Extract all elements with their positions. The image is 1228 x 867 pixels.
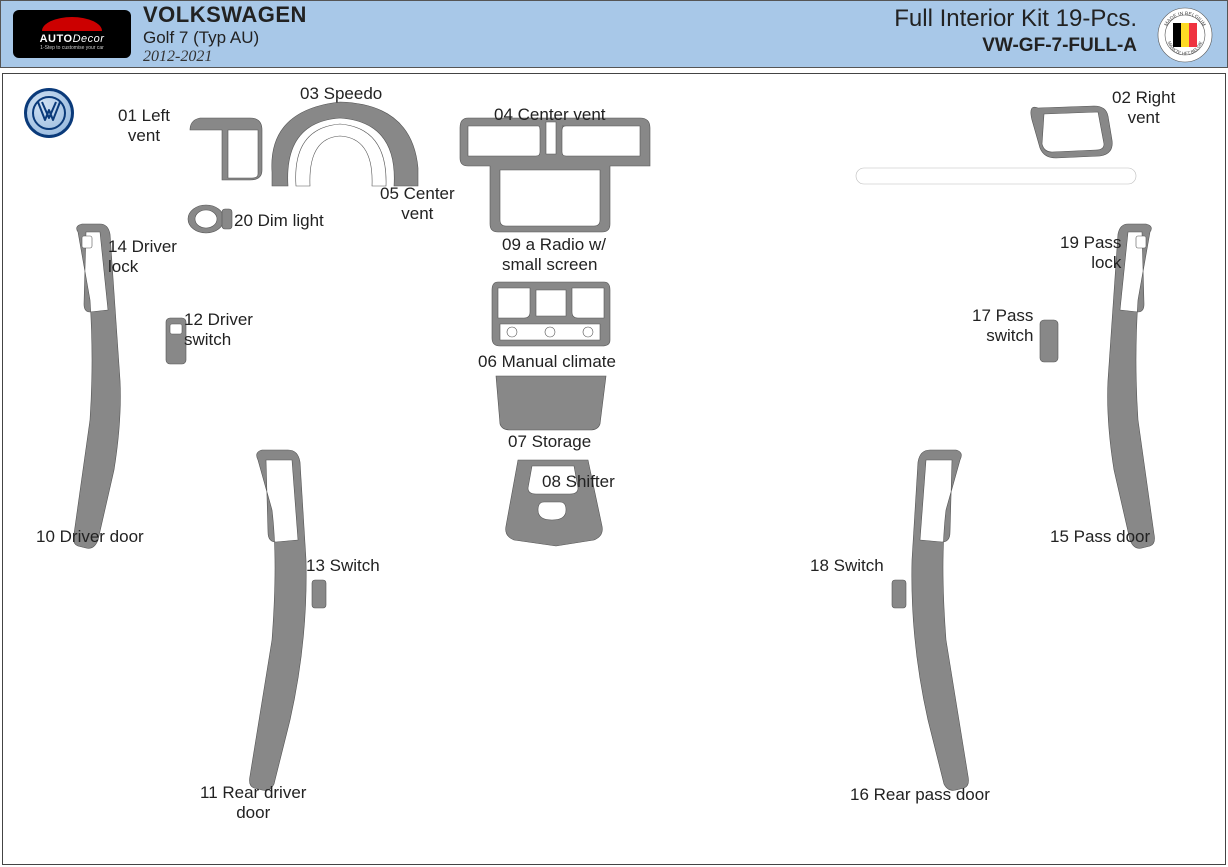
label-part-05: 05 Center vent [380,184,455,223]
header-bar: AUTODecor 1-Step to customise your car V… [0,0,1228,68]
label-part-20: 20 Dim light [234,211,324,231]
brand-logo: AUTODecor 1-Step to customise your car [13,10,131,58]
vehicle-years: 2012-2021 [143,48,307,66]
label-part-19: 19 Pass lock [1060,233,1121,272]
label-part-17: 17 Pass switch [972,306,1033,345]
logo-tagline: 1-Step to customise your car [40,45,104,51]
label-part-02: 02 Right vent [1112,88,1175,127]
made-in-belgium-badge: MADE IN BELGIUM MAAKTE HET BELGIE [1157,7,1213,63]
label-part-10: 10 Driver door [36,527,144,547]
label-part-11: 11 Rear driver door [200,783,306,822]
label-part-06: 06 Manual climate [478,352,616,372]
label-part-07: 07 Storage [508,432,591,452]
header-right-block: Full Interior Kit 19-Pcs. VW-GF-7-FULL-A [894,5,1137,57]
label-part-16: 16 Rear pass door [850,785,990,805]
diagram-frame [2,73,1226,865]
label-part-14: 14 Driver lock [108,237,177,276]
label-part-08: 08 Shifter [542,472,615,492]
vehicle-model: Golf 7 (Typ AU) [143,28,307,48]
label-part-18: 18 Switch [810,556,884,576]
label-part-04: 04 Center vent [494,105,606,125]
vehicle-brand: VOLKSWAGEN [143,2,307,28]
label-part-15: 15 Pass door [1050,527,1150,547]
label-part-03: 03 Speedo [300,84,382,104]
label-part-13: 13 Switch [306,556,380,576]
vw-logo-icon [24,88,74,138]
label-part-12: 12 Driver switch [184,310,253,349]
logo-car-icon [42,17,102,31]
label-part-01: 01 Left vent [118,106,170,145]
label-part-09: 09 a Radio w/ small screen [502,235,606,274]
kit-title: Full Interior Kit 19-Pcs. [894,5,1137,33]
header-title-block: VOLKSWAGEN Golf 7 (Typ AU) 2012-2021 [143,2,307,66]
logo-main-text: AUTODecor [40,33,105,45]
kit-sku: VW-GF-7-FULL-A [894,35,1137,57]
